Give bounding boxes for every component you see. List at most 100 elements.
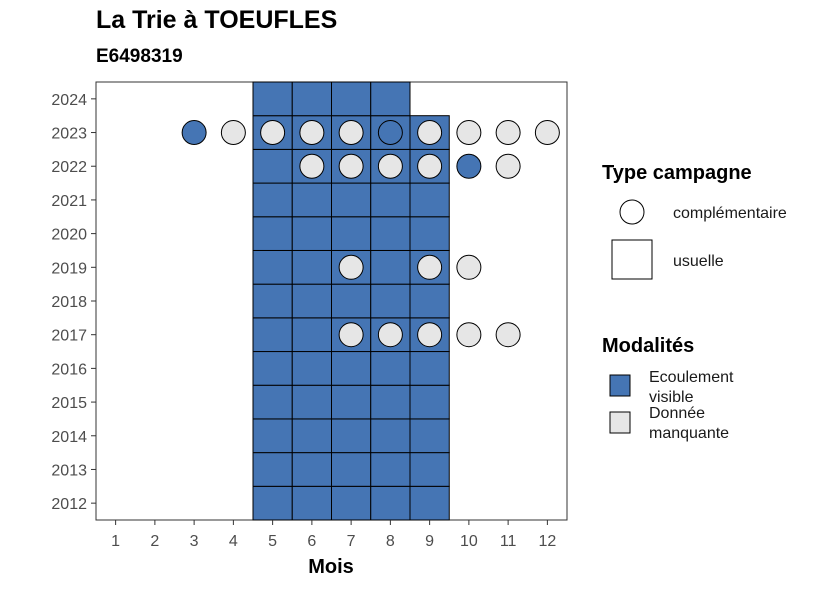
point-2022-6 <box>299 153 325 179</box>
chart-title: La Trie à TOEUFLES <box>96 6 338 34</box>
x-tick-label-6: 6 <box>307 533 316 550</box>
legend-mod-label-manquante-1: Donnée <box>649 405 705 422</box>
x-axis-title: Mois <box>308 556 354 578</box>
point-2022-8 <box>377 153 403 179</box>
tile-2012-8 <box>370 485 411 521</box>
x-tick-label-11: 11 <box>500 533 517 550</box>
tile-2019-8 <box>370 249 411 285</box>
legend-mod-label-ecoulement-2: visible <box>649 389 694 406</box>
point-2022-9 <box>417 153 443 179</box>
tile-2018-5 <box>252 283 293 319</box>
tile-2024-7 <box>331 81 372 117</box>
legend-type-label-complementaire: complémentaire <box>673 205 787 222</box>
tile-2012-5 <box>252 485 293 521</box>
tile-2024-5 <box>252 81 293 117</box>
tile-2022-5 <box>252 148 293 184</box>
tile-2015-8 <box>370 384 411 420</box>
legend-modalites-title: Modalités <box>602 335 694 357</box>
legend-type-title: Type campagne <box>602 162 752 184</box>
x-tick-label-5: 5 <box>268 533 277 550</box>
point-2023-12 <box>534 120 560 146</box>
legend-mod-label-manquante-2: manquante <box>649 425 729 442</box>
y-tick-label-2022: 2022 <box>51 159 87 176</box>
point-2023-3 <box>181 120 207 146</box>
y-tick-label-2017: 2017 <box>51 328 87 345</box>
y-tick-label-2018: 2018 <box>51 294 87 311</box>
legend-type-label-usuelle: usuelle <box>673 253 724 270</box>
tile-2013-8 <box>370 452 411 487</box>
tile-2014-9 <box>409 418 450 454</box>
x-tick-label-8: 8 <box>386 533 395 550</box>
tile-2015-5 <box>252 384 293 420</box>
legend-circle-key <box>619 199 645 225</box>
tile-2013-9 <box>409 452 450 487</box>
tile-2021-9 <box>409 182 450 218</box>
legend-swatch-ecoulement <box>609 374 631 397</box>
tile-2017-6 <box>291 317 332 353</box>
tile-2015-9 <box>409 384 450 420</box>
y-tick-label-2014: 2014 <box>51 429 87 446</box>
tile-2014-7 <box>331 418 372 454</box>
tile-2016-9 <box>409 351 450 386</box>
tile-2020-8 <box>370 216 411 251</box>
tile-2018-6 <box>291 283 332 319</box>
tile-2012-7 <box>331 485 372 521</box>
x-tick-label-4: 4 <box>229 533 238 550</box>
tile-2021-6 <box>291 182 332 218</box>
tile-2016-6 <box>291 351 332 386</box>
x-tick-label-3: 3 <box>190 533 199 550</box>
tile-2021-7 <box>331 182 372 218</box>
point-2022-11 <box>495 153 521 179</box>
tile-2014-6 <box>291 418 332 454</box>
y-tick-label-2021: 2021 <box>51 193 87 210</box>
tile-2019-5 <box>252 249 293 285</box>
point-2023-7 <box>338 120 364 146</box>
complementaire-points <box>181 120 560 348</box>
legend-square-key <box>611 239 653 280</box>
legend-mod-label-ecoulement-1: Ecoulement <box>649 369 734 386</box>
y-tick-label-2024: 2024 <box>51 92 87 109</box>
chart-subtitle: E6498319 <box>96 46 183 67</box>
tile-2018-9 <box>409 283 450 319</box>
tile-2024-6 <box>291 81 332 117</box>
point-2023-5 <box>260 120 286 146</box>
legend-swatch-manquante <box>609 411 631 434</box>
point-2023-11 <box>495 120 521 146</box>
tile-2013-7 <box>331 452 372 487</box>
point-2017-9 <box>417 322 443 348</box>
tile-2020-7 <box>331 216 372 251</box>
tile-2021-5 <box>252 182 293 218</box>
y-tick-label-2019: 2019 <box>51 260 87 277</box>
y-tick-label-2016: 2016 <box>51 361 87 378</box>
y-tick-label-2012: 2012 <box>51 496 87 513</box>
point-2023-6 <box>299 120 325 146</box>
x-tick-label-1: 1 <box>111 533 120 550</box>
point-2023-4 <box>220 120 246 146</box>
tile-2016-8 <box>370 351 411 386</box>
tile-2024-8 <box>370 81 411 117</box>
y-tick-label-2020: 2020 <box>51 227 87 244</box>
point-2017-10 <box>456 322 482 348</box>
tile-2021-8 <box>370 182 411 218</box>
tile-2014-8 <box>370 418 411 454</box>
tile-2018-7 <box>331 283 372 319</box>
x-tick-label-7: 7 <box>347 533 356 550</box>
tile-2020-5 <box>252 216 293 251</box>
tile-2015-6 <box>291 384 332 420</box>
y-tick-label-2015: 2015 <box>51 395 87 412</box>
x-tick-label-10: 10 <box>460 533 478 550</box>
point-2023-10 <box>456 120 482 146</box>
point-2023-9 <box>417 120 443 146</box>
x-tick-label-12: 12 <box>538 533 556 550</box>
tile-2012-9 <box>409 485 450 521</box>
point-2023-8 <box>377 120 403 146</box>
tile-2018-8 <box>370 283 411 319</box>
tile-2019-6 <box>291 249 332 285</box>
legend: Type campagne complémentaire usuelle Mod… <box>602 162 787 442</box>
point-2017-7 <box>338 322 364 348</box>
usuelle-tiles <box>252 81 450 521</box>
point-2017-8 <box>377 322 403 348</box>
y-tick-label-2023: 2023 <box>51 126 87 143</box>
tile-2020-6 <box>291 216 332 251</box>
